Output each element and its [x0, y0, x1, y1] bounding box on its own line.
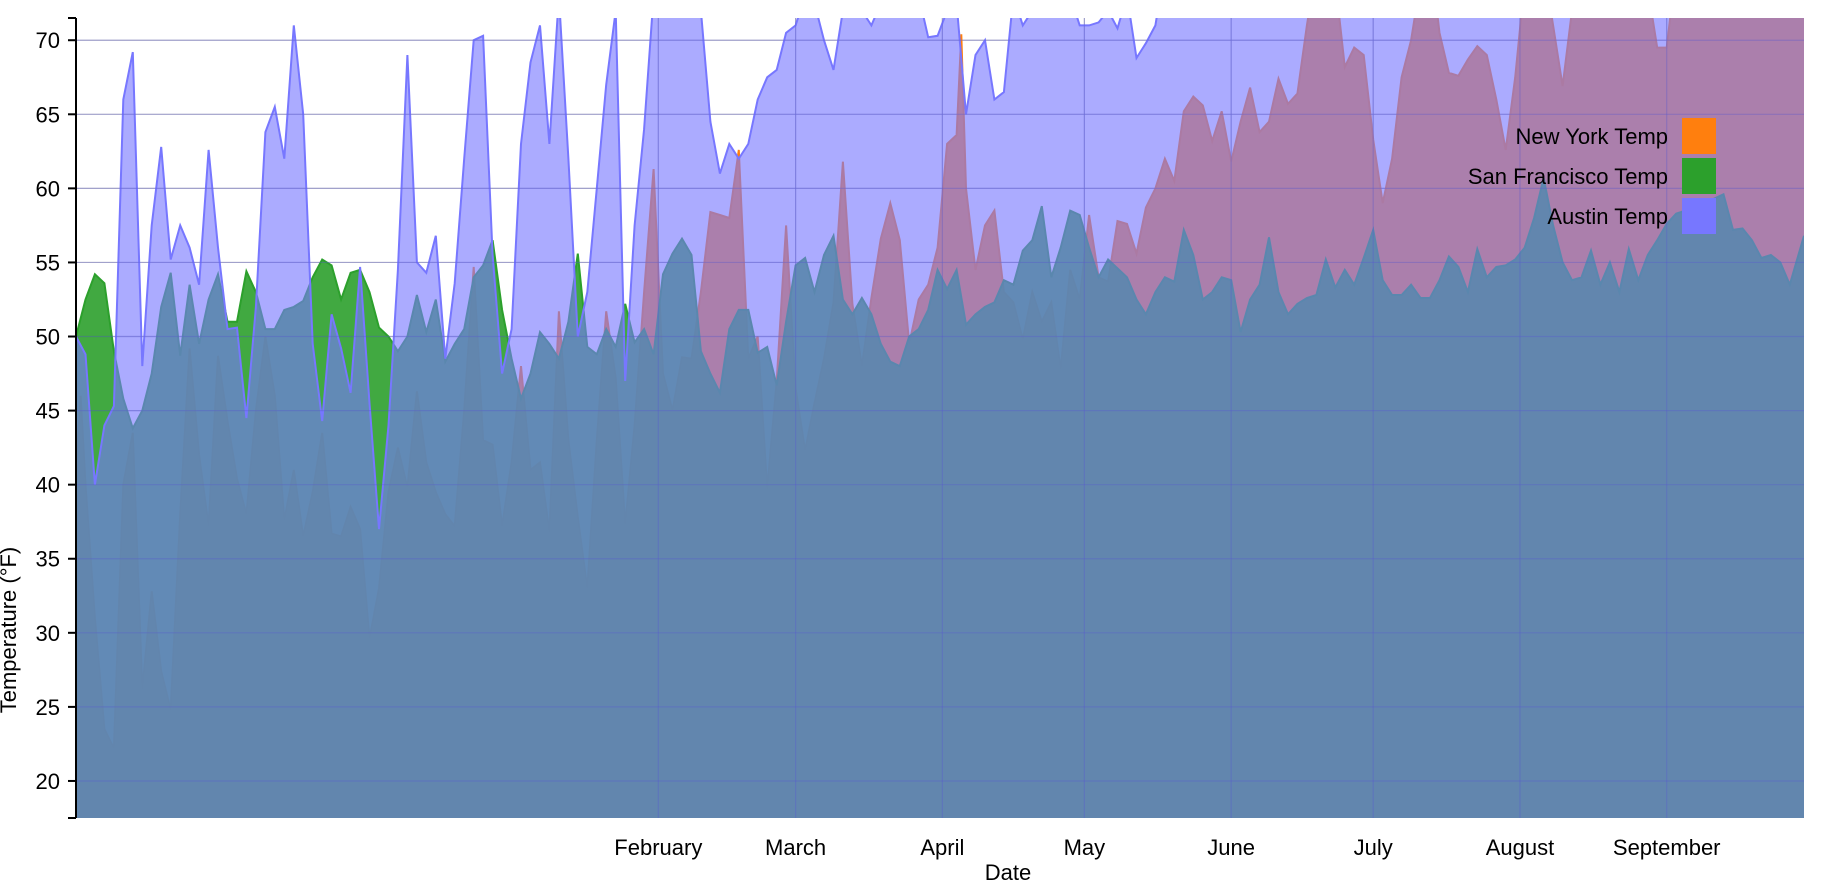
- x-tick-labels: February March April May June July August Septe…: [614, 835, 1720, 860]
- y-axis-title: Temperature (°F): [0, 547, 21, 714]
- overlay-gridlines: [76, 18, 1804, 818]
- y-tick-label: 55: [36, 250, 60, 275]
- new-york-temp-legend-label: New York Temp: [1516, 124, 1668, 149]
- x-tick-label: July: [1354, 835, 1393, 860]
- y-tick-label: 30: [36, 621, 60, 646]
- y-tick-label: 70: [36, 28, 60, 53]
- san-francisco-temp-legend-swatch: [1682, 158, 1716, 194]
- y-tick-label: 50: [36, 325, 60, 350]
- new-york-temp-legend-swatch: [1682, 118, 1716, 154]
- legend: New York Temp San Francisco Temp Austin Te…: [1468, 118, 1716, 234]
- y-tick-label: 45: [36, 399, 60, 424]
- x-axis-title: Date: [985, 860, 1031, 885]
- series-areas: [76, 18, 1804, 818]
- y-tick-label: 60: [36, 176, 60, 201]
- axes: [68, 17, 77, 819]
- austin-temp-area: [76, 18, 1804, 818]
- x-tick-label: August: [1486, 835, 1555, 860]
- x-tick-label: February: [614, 835, 702, 860]
- y-tick-label: 20: [36, 769, 60, 794]
- austin-temp-legend-label: Austin Temp: [1547, 204, 1668, 229]
- y-tick-labels: 20 25 30 35 40 45 50 55 60 65 70: [36, 28, 76, 794]
- y-tick-label: 35: [36, 547, 60, 572]
- x-tick-label: April: [920, 835, 964, 860]
- x-tick-label: March: [765, 835, 826, 860]
- x-tick-label: September: [1613, 835, 1721, 860]
- y-tick-label: 40: [36, 473, 60, 498]
- x-tick-label: June: [1207, 835, 1255, 860]
- x-tick-label: May: [1064, 835, 1106, 860]
- y-tick-label: 65: [36, 102, 60, 127]
- san-francisco-temp-legend-label: San Francisco Temp: [1468, 164, 1668, 189]
- austin-temp-legend-swatch: [1682, 198, 1716, 234]
- y-tick-label: 25: [36, 695, 60, 720]
- austin-temp-line: [76, 18, 1158, 530]
